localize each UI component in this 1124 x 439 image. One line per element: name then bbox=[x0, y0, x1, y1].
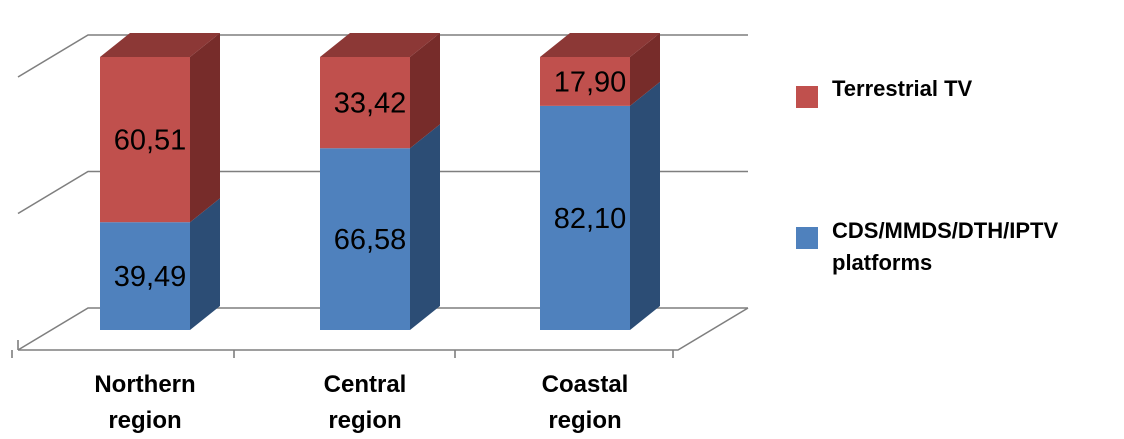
x-tick-label-line: region bbox=[108, 407, 181, 434]
legend-label-line: CDS/MMDS/DTH/IPTV bbox=[832, 218, 1058, 243]
bar-segment-side bbox=[410, 33, 440, 149]
legend-swatch bbox=[796, 86, 818, 108]
floor-edge bbox=[18, 307, 749, 351]
bar-segment-side bbox=[190, 33, 220, 223]
gridline bbox=[17, 307, 748, 351]
data-label: 33,42 bbox=[334, 88, 407, 120]
grid-layer bbox=[17, 34, 749, 351]
data-label: 66,58 bbox=[334, 224, 407, 256]
legend-swatch bbox=[796, 227, 818, 249]
legend: Terrestrial TV CDS/MMDS/DTH/IPTV platforms bbox=[796, 76, 1058, 275]
legend-label: Terrestrial TV bbox=[832, 76, 973, 101]
x-tick-label: Northern region bbox=[94, 371, 195, 434]
bar-segment bbox=[540, 105, 630, 330]
data-label: 82,10 bbox=[554, 203, 627, 235]
legend-label-line: platforms bbox=[832, 250, 932, 275]
x-tick-label: Coastal region bbox=[542, 371, 629, 434]
gridline bbox=[17, 170, 748, 215]
x-axis: Northern region Central region Coastal region bbox=[11, 350, 674, 434]
bar-top bbox=[540, 33, 660, 57]
bar-segment-side bbox=[630, 33, 660, 106]
bar-segment bbox=[100, 222, 190, 330]
bar-segment-side bbox=[190, 198, 220, 330]
bar-top bbox=[100, 33, 220, 57]
bar-segment bbox=[320, 148, 410, 330]
bar-segment bbox=[100, 57, 190, 223]
data-label: 17,90 bbox=[554, 66, 627, 98]
bar-top bbox=[320, 33, 440, 57]
x-tick-label-line: region bbox=[328, 407, 401, 434]
legend-label: CDS/MMDS/DTH/IPTV platforms bbox=[832, 218, 1058, 275]
x-tick-label-line: region bbox=[548, 407, 621, 434]
data-label: 39,49 bbox=[114, 261, 187, 293]
legend-label-line: Terrestrial TV bbox=[832, 76, 973, 101]
x-tick-label-line: Northern bbox=[94, 371, 195, 398]
bar-segment bbox=[320, 57, 410, 149]
data-label: 60,51 bbox=[114, 125, 187, 157]
x-tick-label: Central region bbox=[324, 371, 407, 434]
bar-segment-side bbox=[410, 124, 440, 330]
x-tick-label-line: Central bbox=[324, 371, 407, 398]
x-tick-label-line: Coastal bbox=[542, 371, 629, 398]
bar-segment bbox=[540, 57, 630, 106]
bar-layer bbox=[100, 33, 660, 330]
gridline bbox=[17, 34, 748, 78]
data-label-layer: 39,49 60,51 66,58 33,42 82,10 17,90 bbox=[114, 66, 627, 293]
bar-segment-side bbox=[630, 81, 660, 330]
